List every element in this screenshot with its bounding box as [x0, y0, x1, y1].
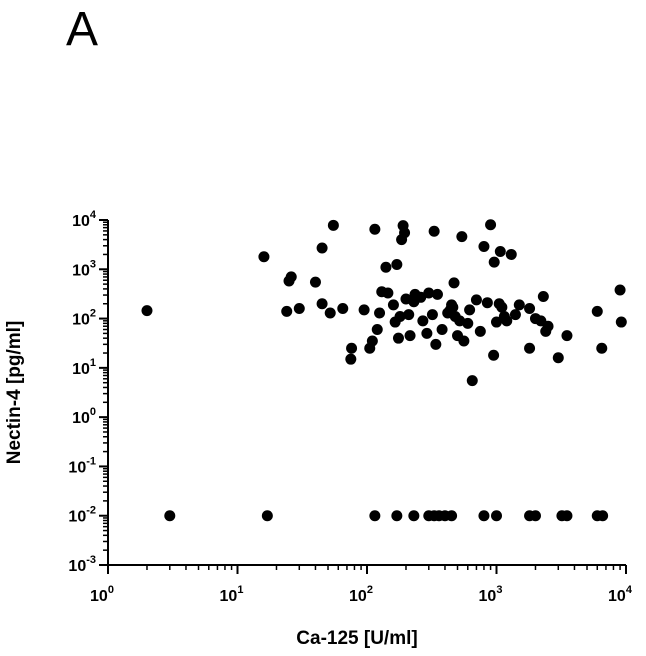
data-point — [421, 327, 433, 339]
data-point — [470, 294, 482, 306]
y-tick-label: 10-2 — [68, 505, 96, 526]
x-tick-label: 104 — [608, 584, 633, 605]
x-tick-label: 103 — [479, 584, 503, 605]
data-point — [285, 271, 297, 283]
data-point — [447, 301, 459, 313]
data-point — [369, 223, 381, 235]
data-point — [403, 309, 415, 321]
data-point — [428, 225, 440, 237]
data-point — [491, 316, 502, 328]
data-point — [417, 315, 429, 327]
panel-label: A — [66, 3, 99, 56]
x-axis-title: Ca-125 [U/ml] — [296, 628, 417, 649]
axes — [107, 220, 626, 566]
y-axis-ticks: 104 103 102 101 100 10-1 10-2 10-3 — [68, 209, 108, 575]
x-tick-label: 102 — [349, 584, 373, 605]
data-point — [456, 231, 468, 243]
data-point — [561, 510, 573, 522]
data-point — [505, 248, 517, 260]
data-point — [366, 335, 378, 347]
data-point — [464, 304, 476, 316]
data-point — [501, 315, 513, 327]
data-point — [426, 309, 438, 321]
data-point — [346, 342, 358, 354]
data-point — [448, 277, 460, 289]
data-point — [431, 288, 443, 300]
data-point — [446, 510, 458, 522]
data-point — [478, 510, 490, 522]
y-tick-label: 104 — [72, 209, 97, 230]
y-tick-label: 10-3 — [68, 554, 96, 575]
y-tick-label: 103 — [72, 258, 96, 279]
data-point — [387, 299, 399, 311]
data-point — [408, 510, 420, 522]
y-tick-label: 10-1 — [68, 455, 96, 476]
data-point — [382, 287, 394, 299]
data-point — [394, 311, 406, 323]
data-point — [591, 305, 603, 317]
data-point — [374, 307, 386, 319]
data-point — [474, 325, 486, 337]
data-point — [481, 297, 493, 309]
data-point — [491, 510, 502, 522]
data-point — [596, 342, 608, 354]
data-point — [369, 510, 381, 522]
data-point — [561, 330, 573, 342]
data-point — [293, 303, 305, 315]
data-point — [462, 317, 474, 329]
y-axis-title: Nectin-4 [pg/ml] — [4, 321, 25, 465]
data-point — [309, 276, 321, 288]
data-points — [141, 219, 627, 522]
data-point — [524, 303, 536, 315]
data-point — [614, 284, 626, 296]
data-point — [358, 304, 370, 316]
data-point — [485, 219, 497, 231]
data-point — [458, 335, 470, 347]
data-point — [316, 242, 328, 254]
data-point — [141, 305, 153, 317]
data-point — [404, 330, 416, 342]
x-tick-label: 100 — [90, 584, 114, 605]
y-tick-label: 102 — [72, 308, 96, 329]
data-point — [258, 251, 270, 263]
data-point — [391, 259, 403, 271]
x-axis-ticks: 100 101 102 103 104 — [90, 565, 633, 605]
data-point — [478, 240, 490, 252]
data-point — [509, 309, 521, 321]
data-point — [391, 510, 403, 522]
data-point — [597, 510, 609, 522]
data-point — [164, 510, 176, 522]
data-point — [496, 301, 508, 313]
data-point — [529, 510, 541, 522]
data-point — [466, 375, 478, 387]
data-point — [324, 307, 336, 319]
data-point — [552, 352, 564, 364]
x-tick-label: 101 — [220, 584, 244, 605]
data-point — [537, 291, 549, 303]
data-point — [281, 305, 293, 317]
y-tick-label: 100 — [72, 406, 96, 427]
data-point — [380, 261, 392, 273]
data-point — [423, 287, 435, 299]
data-point — [513, 299, 525, 311]
data-point — [399, 227, 411, 239]
data-point — [345, 353, 357, 365]
data-point — [494, 245, 506, 257]
data-point — [488, 256, 500, 268]
data-point — [542, 320, 554, 332]
data-point — [615, 316, 627, 328]
data-point — [488, 349, 500, 361]
data-point — [316, 298, 328, 310]
data-point — [371, 324, 383, 336]
data-point — [337, 303, 349, 315]
data-point — [392, 332, 404, 344]
data-point — [261, 510, 273, 522]
data-point — [415, 291, 427, 303]
data-point — [524, 342, 536, 354]
data-point — [327, 219, 339, 231]
y-tick-label: 101 — [72, 357, 96, 378]
data-point — [430, 338, 442, 350]
data-point — [436, 324, 448, 336]
